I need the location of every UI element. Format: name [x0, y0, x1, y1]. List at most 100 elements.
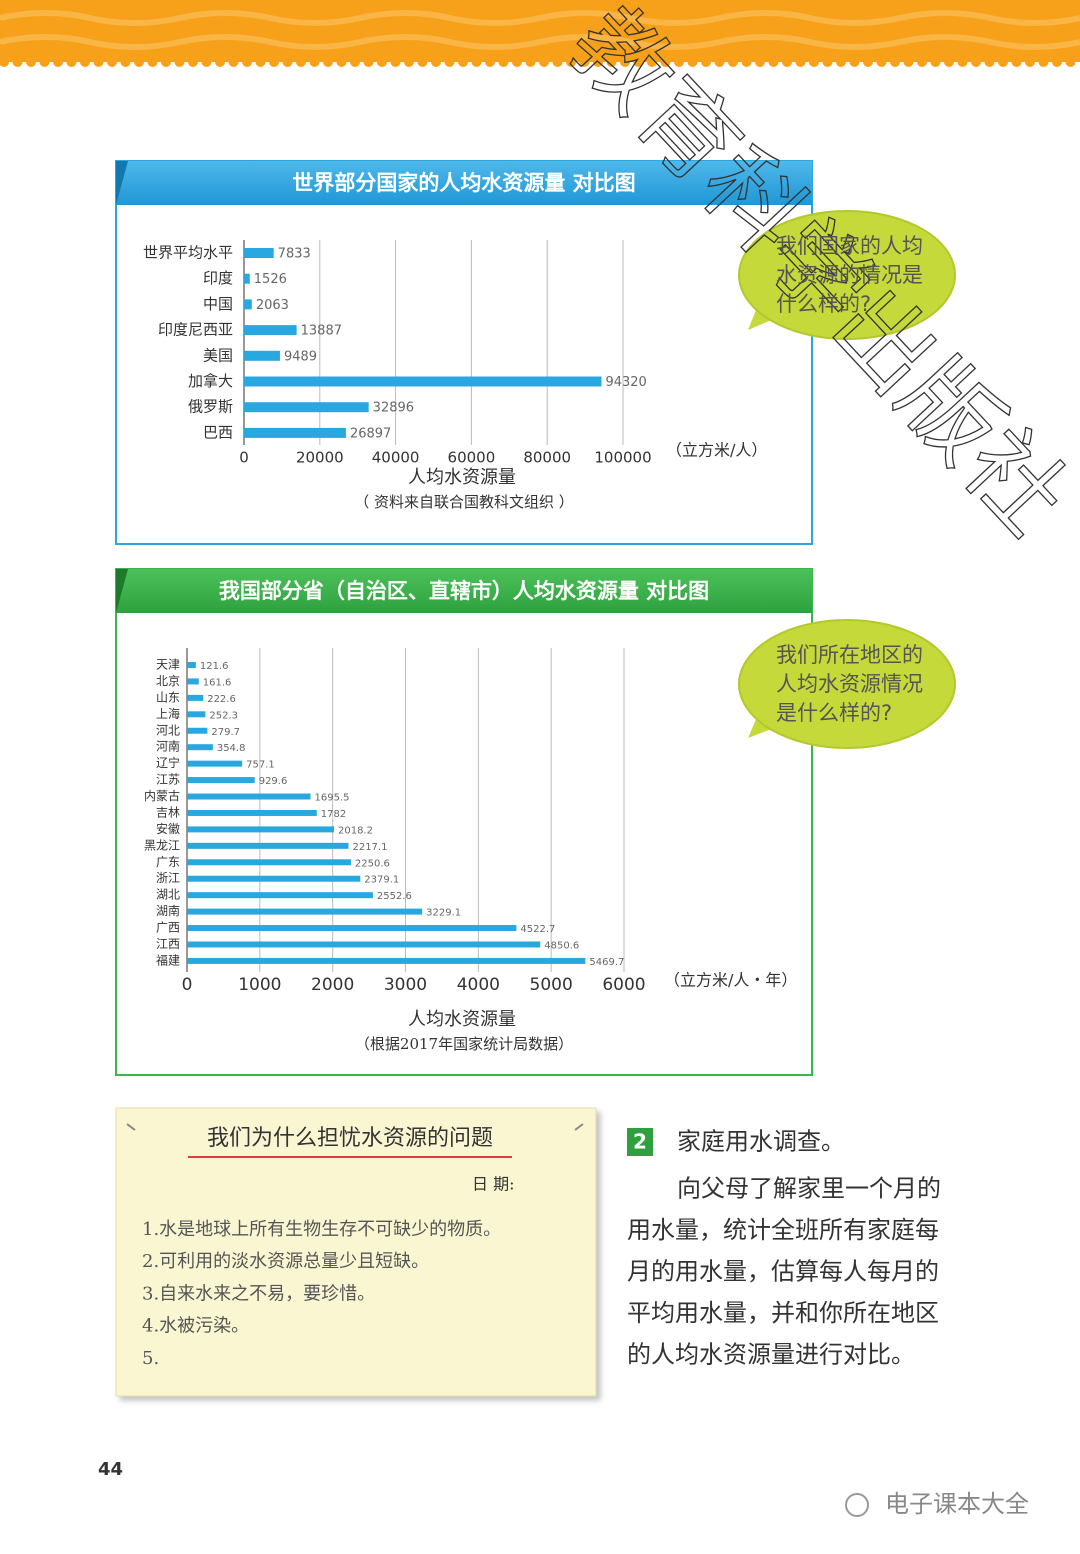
bubble-text: 水资源的情况是 [776, 263, 923, 287]
x-tick-label: 3000 [384, 975, 427, 995]
bar [187, 727, 208, 734]
category-label: 内蒙古 [144, 788, 180, 803]
note-title: 我们为什么担忧水资源的问题 [207, 1126, 493, 1151]
bar [187, 925, 517, 932]
scallop [593, 57, 603, 67]
scallop [107, 57, 117, 67]
scallop [647, 57, 657, 67]
chart-header [116, 161, 812, 205]
value-label: 2379.1 [364, 875, 399, 886]
x-tick-label: 0 [182, 975, 193, 995]
scallop [39, 57, 50, 67]
scallop [390, 57, 401, 67]
category-label: 加拿大 [188, 372, 233, 390]
value-label: 94320 [605, 375, 646, 390]
scallop [998, 57, 1008, 67]
value-label: 757.1 [246, 760, 275, 771]
scallop [444, 57, 455, 67]
category-label: 上海 [156, 706, 180, 721]
speech-bubble [738, 619, 956, 749]
top-banner [0, 0, 1080, 62]
task-number: 2 [633, 1130, 647, 1154]
scallop [26, 57, 36, 67]
scallop [336, 57, 347, 67]
scallop [863, 57, 873, 67]
bar [187, 875, 361, 882]
scallop [917, 57, 927, 67]
value-label: 7833 [278, 247, 311, 262]
chart-title: 我国部分省（自治区、直辖市）人均水资源量 对比图 [219, 579, 709, 603]
category-label: 印度 [203, 269, 233, 287]
value-label: 5469.7 [589, 957, 624, 968]
scallop [269, 57, 279, 67]
note-item: 4.水被污染。 [142, 1316, 249, 1337]
bar [187, 859, 351, 866]
scallop [0, 57, 9, 67]
scallop [404, 57, 414, 67]
bar [187, 760, 243, 767]
header-accent [116, 569, 128, 613]
category-label: 天津 [156, 658, 180, 672]
bar [187, 842, 349, 849]
scallop [768, 57, 779, 67]
scallop [782, 57, 792, 67]
bubble-text: 我们国家的人均 [776, 234, 923, 258]
category-label: 湖北 [156, 887, 180, 902]
category-label: 广东 [156, 855, 180, 869]
scallop [552, 57, 563, 67]
bubble-text: 是什么样的? [776, 701, 892, 725]
value-label: 279.7 [211, 727, 240, 738]
scallop [417, 57, 428, 67]
scallop [134, 57, 144, 67]
scallop [174, 57, 185, 67]
x-tick-label: 60000 [448, 449, 496, 467]
scallop [93, 57, 104, 67]
value-label: 2552.6 [377, 891, 412, 902]
scallop [1052, 57, 1062, 67]
x-tick-label: 6000 [602, 975, 645, 995]
bar [187, 941, 541, 948]
scallop [701, 57, 711, 67]
chart-title: 世界部分国家的人均水资源量 对比图 [292, 171, 635, 195]
scallop [498, 57, 509, 67]
note-item: 5. [142, 1348, 159, 1369]
value-label: 929.6 [259, 776, 288, 787]
brand-icon [845, 1493, 869, 1517]
task-body-line: 月的用水量，估算每人每月的 [627, 1258, 939, 1286]
category-label: 江西 [156, 937, 180, 951]
scallop [458, 57, 468, 67]
note-item: 3.自来水来之不易，要珍惜。 [142, 1283, 375, 1304]
scallop [1038, 57, 1049, 67]
category-label: 吉林 [156, 805, 180, 819]
bar [187, 957, 586, 964]
footer-brand: 电子课本大全 [885, 1490, 1029, 1518]
task-body-line: 的人均水资源量进行对比。 [627, 1341, 915, 1369]
category-label: 中国 [203, 295, 233, 313]
category-label: 河南 [156, 739, 180, 754]
scallop [971, 57, 981, 67]
scallop [606, 57, 617, 67]
x-tick-label: 0 [239, 449, 249, 467]
bar [187, 694, 204, 701]
category-label: 广西 [156, 921, 180, 935]
x-tick-label: 4000 [457, 975, 500, 995]
scallop [350, 57, 360, 67]
category-label: 福建 [156, 952, 180, 967]
scallop [728, 57, 738, 67]
scallop [755, 57, 765, 67]
scallop [255, 57, 266, 67]
scallop [161, 57, 171, 67]
scallop [1011, 57, 1022, 67]
scallop [741, 57, 752, 67]
category-label: 江苏 [156, 773, 180, 787]
bar [187, 744, 213, 751]
value-label: 252.3 [209, 710, 238, 721]
scallop [228, 57, 239, 67]
scallop [377, 57, 387, 67]
speech-bubble [738, 210, 956, 340]
value-label: 2250.6 [355, 858, 390, 869]
scallop [944, 57, 954, 67]
x-tick-label: 100000 [594, 449, 651, 467]
page-number: 44 [98, 1459, 123, 1480]
chart-frame [115, 160, 813, 545]
